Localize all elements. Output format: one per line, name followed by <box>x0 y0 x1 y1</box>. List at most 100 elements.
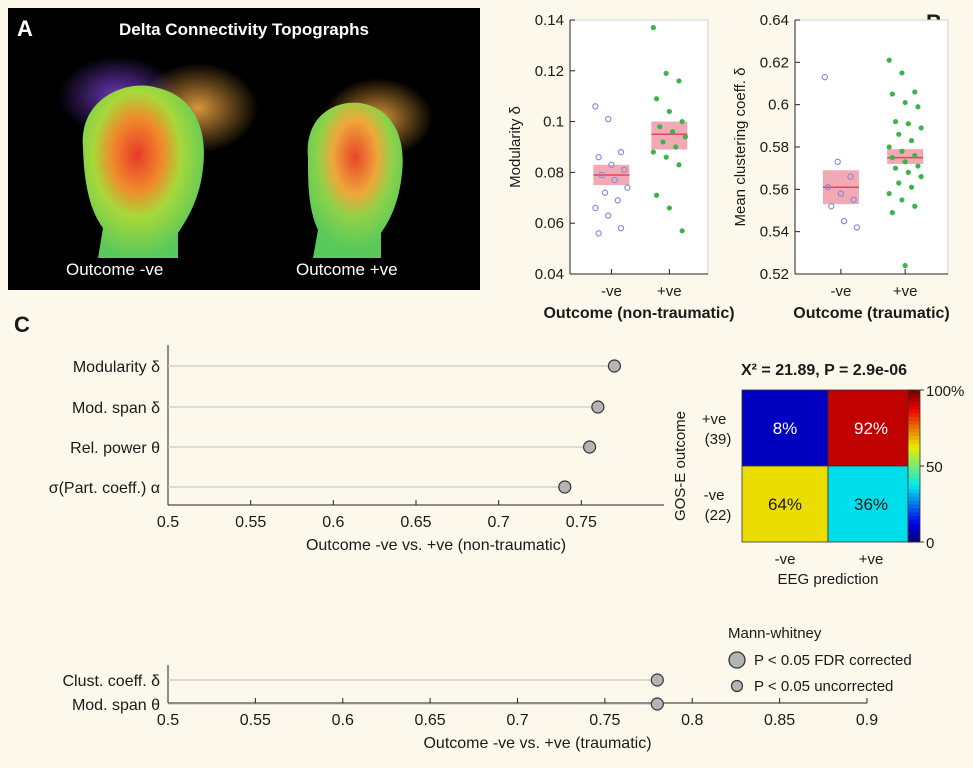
clustering-point <box>915 163 921 169</box>
clustering-ytick-label: 0.56 <box>760 181 789 198</box>
clustering-point <box>905 121 911 127</box>
clustering-point <box>824 184 832 191</box>
modularity-point <box>666 205 672 211</box>
modularity-point <box>617 225 625 232</box>
lollipop-traumatic-xtick-label: 0.65 <box>415 712 446 729</box>
topograph-image: A Delta Connectivity Topographs Outcome … <box>8 8 480 290</box>
topograph-title: Delta Connectivity Topographs <box>119 20 369 39</box>
modularity-point <box>660 139 666 145</box>
colorbar-segment <box>908 428 920 433</box>
head-right <box>307 102 403 259</box>
clustering-point <box>912 203 918 209</box>
modularity-point <box>653 96 660 102</box>
colorbar-segment <box>908 458 920 463</box>
topograph-heads <box>58 56 433 259</box>
lollipop-non-traumatic-row-label: σ(Part. coeff.) α <box>49 480 160 497</box>
colorbar-segment <box>908 443 920 448</box>
modularity-point <box>608 161 615 168</box>
confusion-row-label: +ve <box>702 411 727 428</box>
legend-marker-fdr <box>728 651 746 669</box>
clustering-ytick-label: 0.54 <box>760 224 789 241</box>
confusion-cell <box>827 465 915 543</box>
colorbar-segment <box>908 477 920 482</box>
clustering-point <box>889 154 895 161</box>
lollipop-traumatic-xtick-label: 0.8 <box>681 712 703 729</box>
legend-label-fdr: P < 0.05 FDR corrected <box>754 652 912 669</box>
lollipop-non-traumatic-xtick-label: 0.7 <box>488 514 510 531</box>
clustering-point <box>908 138 915 144</box>
clustering-point <box>837 190 845 197</box>
colorbar-segment <box>908 450 920 456</box>
colorbar-segment <box>908 473 920 478</box>
modularity-point <box>679 228 685 234</box>
modularity-point <box>605 115 612 123</box>
lollipop-non-traumatic-row-label: Mod. span δ <box>72 400 160 417</box>
lollipop-non-traumatic-xlabel: Outcome -ve vs. +ve (non-traumatic) <box>306 537 566 554</box>
clustering-point <box>905 169 911 175</box>
confusion-col-label: +ve <box>859 551 884 568</box>
colorbar-segment <box>908 534 920 539</box>
colorbar-segment <box>908 416 920 421</box>
clustering-point <box>899 148 905 154</box>
head-left <box>82 85 204 258</box>
clustering-point <box>902 99 908 106</box>
modularity-point <box>679 119 685 125</box>
lollipop-non-traumatic-marker <box>607 359 622 373</box>
modularity-point <box>598 171 606 179</box>
colorbar-segment <box>908 507 920 513</box>
modularity-point <box>601 189 609 196</box>
confusion-cell-label: 64% <box>768 495 802 514</box>
lollipop-non-traumatic-marker <box>558 480 572 494</box>
caption-outcome-neg: Outcome -ve <box>66 260 164 279</box>
clustering-point <box>918 174 924 180</box>
modularity-ylabel: Modularity δ <box>507 106 524 188</box>
lollipop-traumatic-xtick-label: 0.7 <box>506 712 528 729</box>
clustering-point <box>902 159 908 165</box>
colorbar-tick-label: 0 <box>926 535 934 552</box>
caption-outcome-pos: Outcome +ve <box>296 260 398 279</box>
clustering-ytick-label: 0.6 <box>768 97 789 114</box>
colorbar-segment <box>908 393 920 399</box>
lollipop-non-traumatic-xtick-label: 0.6 <box>322 514 344 531</box>
modularity-point <box>666 108 672 115</box>
modularity-point <box>676 78 682 84</box>
clustering-point <box>896 131 902 137</box>
confusion-ylabel: GOS-E outcome <box>672 411 689 521</box>
modularity-point <box>621 166 628 174</box>
colorbar-segment <box>908 485 920 490</box>
panel-label-c: C <box>14 312 30 337</box>
modularity-point <box>605 212 612 219</box>
modularity-point <box>595 230 602 237</box>
clustering-point <box>828 203 835 210</box>
modularity-ytick-label: 0.06 <box>535 215 564 232</box>
clustering-point <box>889 91 895 97</box>
lollipop-non-traumatic-marker <box>591 400 605 414</box>
lollipop-traumatic-row-label: Clust. coeff. δ <box>62 673 160 690</box>
lollipop-traumatic-xtick-label: 0.6 <box>332 712 354 729</box>
modularity-point <box>657 124 663 130</box>
modularity-point <box>669 129 676 135</box>
colorbar-segment <box>908 526 920 532</box>
confusion-cell-label: 8% <box>773 419 798 438</box>
lollipop-traumatic-xtick-label: 0.5 <box>157 712 179 729</box>
colorbar-segment <box>908 447 920 452</box>
confusion-cell <box>741 465 829 543</box>
confusion-row-count: (22) <box>705 507 732 524</box>
confusion-title: X² = 21.89, P = 2.9e-06 <box>741 362 907 379</box>
colorbar-segment <box>908 519 920 524</box>
clustering-point <box>886 144 892 150</box>
clustering-point <box>847 173 854 180</box>
lollipop-non-traumatic-row-label: Modularity δ <box>73 359 160 376</box>
clustering-point <box>892 165 899 171</box>
modularity-point <box>663 70 669 76</box>
lollipop-traumatic-xtick-label: 0.75 <box>589 712 620 729</box>
modularity-ci-box <box>651 121 688 150</box>
colorbar-segment <box>908 424 920 429</box>
colorbar-segment <box>908 538 920 543</box>
lollipop-traumatic-xtick-label: 0.9 <box>856 712 878 729</box>
clustering-point <box>886 190 892 197</box>
lollipop-non-traumatic-xtick-label: 0.5 <box>157 514 179 531</box>
clustering-point <box>896 180 902 186</box>
confusion-cell <box>827 389 915 467</box>
colorbar-segment <box>908 439 920 444</box>
